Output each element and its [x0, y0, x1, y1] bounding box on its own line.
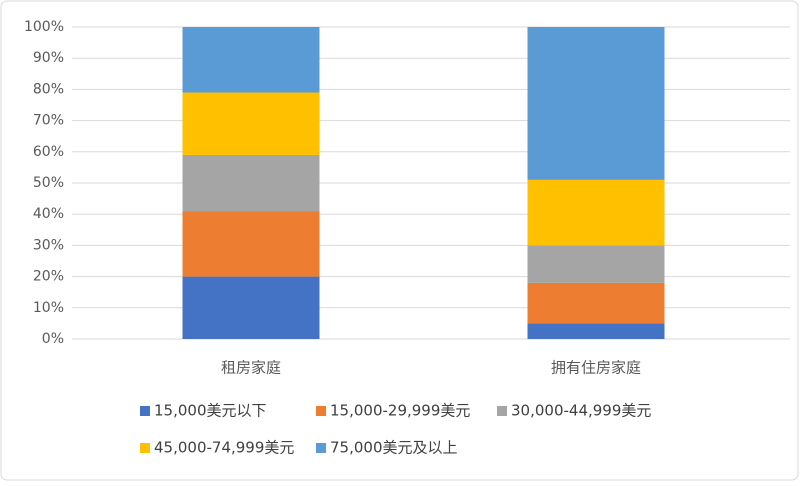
bar-segment: [527, 245, 665, 283]
legend-label: 75,000美元及以上: [330, 439, 458, 457]
y-tick-label: 10%: [33, 300, 64, 316]
bar-segment: [527, 179, 665, 246]
y-tick-label: 60%: [33, 144, 64, 160]
y-tick-label: 90%: [33, 50, 64, 66]
y-tick-label: 0%: [42, 331, 64, 347]
legend-label: 45,000-74,999美元: [154, 439, 294, 457]
bar-segment: [182, 211, 320, 277]
legend-swatch: [140, 443, 150, 453]
x-tick-label: 租房家庭: [221, 359, 281, 377]
y-tick-label: 20%: [33, 269, 64, 285]
bar-segment: [527, 27, 665, 180]
bar-segment: [527, 282, 665, 324]
y-tick-label: 50%: [33, 175, 64, 191]
legend-swatch: [140, 406, 150, 416]
y-tick-label: 100%: [24, 19, 64, 35]
legend: 15,000美元以下 15,000-29,999美元 30,000-44,999美元…: [140, 402, 651, 457]
bar-segment: [527, 323, 665, 339]
x-tick-label: 拥有住房家庭: [551, 359, 641, 377]
bar-segment: [182, 276, 320, 339]
y-tick-label: 30%: [33, 237, 64, 253]
y-tick-label: 70%: [33, 113, 64, 129]
y-tick-label: 40%: [33, 206, 64, 222]
legend-swatch: [497, 406, 507, 416]
bar-segment: [182, 27, 320, 93]
legend-label: 15,000-29,999美元: [330, 402, 470, 420]
y-tick-label: 80%: [33, 81, 64, 97]
legend-label: 30,000-44,999美元: [511, 402, 651, 420]
bar-segment: [182, 92, 320, 155]
legend-label: 15,000美元以下: [154, 402, 267, 420]
legend-swatch: [316, 406, 326, 416]
bar-segment: [182, 154, 320, 212]
legend-swatch: [316, 443, 326, 453]
